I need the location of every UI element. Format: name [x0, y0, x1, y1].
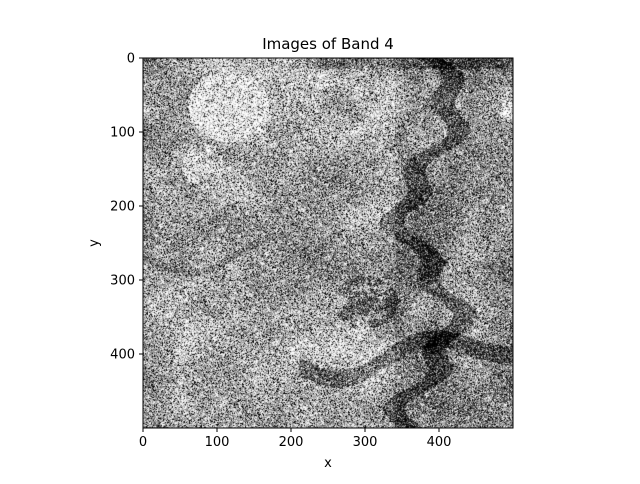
- y-tick-label: 0: [127, 52, 135, 67]
- axes-frame: [142, 57, 514, 429]
- y-axis-label: y: [87, 239, 102, 247]
- x-tick-label: 0: [139, 435, 147, 450]
- y-tick-label: 200: [110, 200, 135, 215]
- x-tick-label: 400: [427, 435, 452, 450]
- y-axis: 0 100 200 300 400: [110, 52, 143, 363]
- chart-title: Images of Band 4: [262, 35, 394, 53]
- x-axis-label: x: [324, 456, 332, 471]
- y-tick-label: 300: [110, 274, 135, 289]
- x-tick-label: 100: [205, 435, 230, 450]
- y-tick-label: 400: [110, 348, 135, 363]
- x-tick-label: 200: [279, 435, 304, 450]
- heatmap-image: [143, 58, 513, 428]
- x-axis: 0 100 200 300 400: [139, 428, 452, 450]
- x-tick-label: 300: [353, 435, 378, 450]
- y-tick-label: 100: [110, 126, 135, 141]
